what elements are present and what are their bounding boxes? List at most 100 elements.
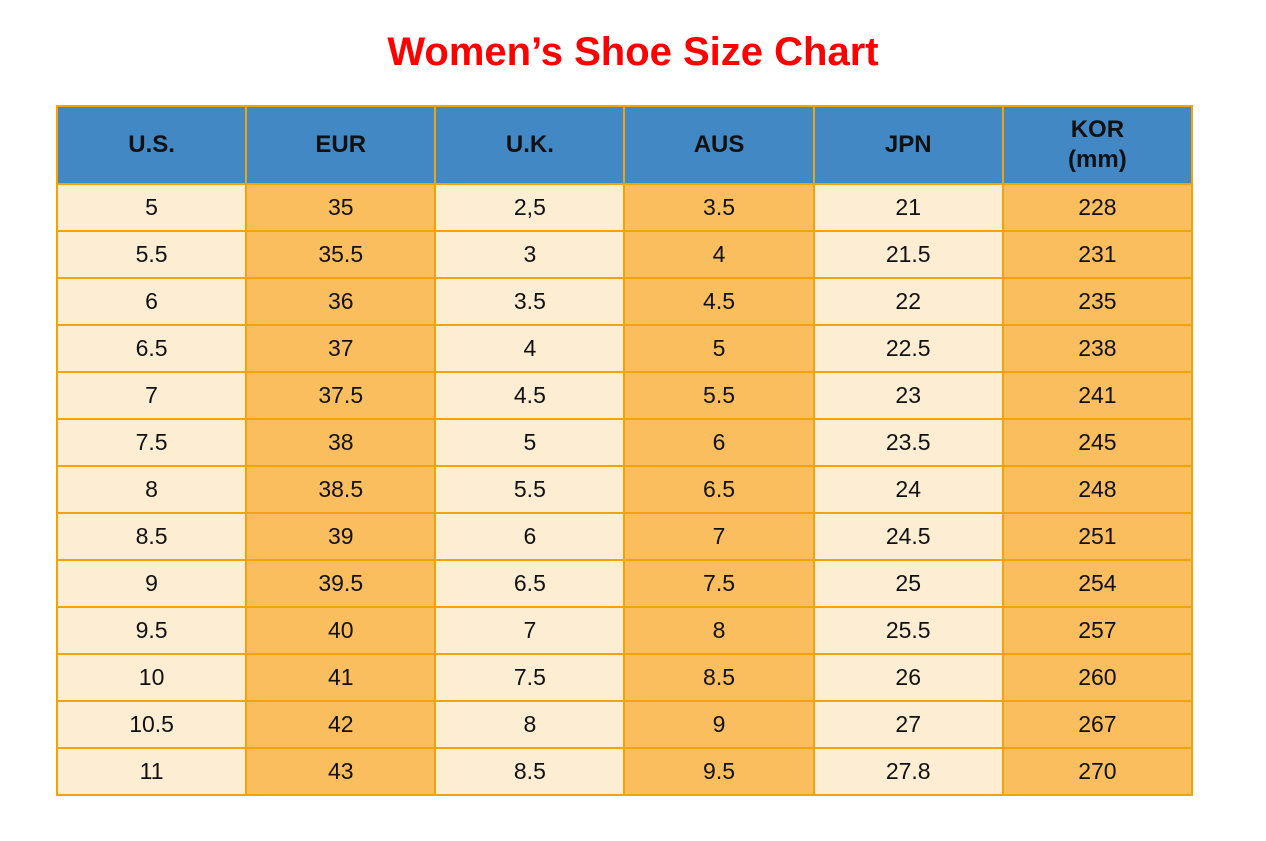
cell-eur: 42 bbox=[245, 700, 437, 749]
column-header-aus: AUS bbox=[623, 105, 815, 185]
cell-us: 5.5 bbox=[55, 230, 248, 279]
cell-jpn: 27.8 bbox=[812, 747, 1004, 796]
cell-kor: 254 bbox=[1001, 559, 1194, 608]
cell-jpn: 21 bbox=[812, 183, 1004, 232]
cell-jpn: 24.5 bbox=[812, 512, 1004, 561]
cell-jpn: 23 bbox=[812, 371, 1004, 420]
cell-aus: 5.5 bbox=[623, 371, 815, 420]
table-row: 9.5 40 7 8 25.5 257 bbox=[55, 606, 1194, 655]
table-row: 5 35 2,5 3.5 21 228 bbox=[55, 183, 1194, 232]
cell-jpn: 22 bbox=[812, 277, 1004, 326]
column-header-label: JPN bbox=[884, 131, 932, 158]
column-header-kor: KOR (mm) bbox=[1001, 105, 1194, 185]
shoe-size-table: U.S. EUR U.K. AUS JPN KOR (mm) 5 35 2,5 3.5 21 228 5… bbox=[55, 105, 1194, 796]
cell-us: 8 bbox=[55, 465, 248, 514]
table-header: U.S. EUR U.K. AUS JPN KOR (mm) bbox=[55, 105, 1194, 185]
cell-kor: 257 bbox=[1001, 606, 1194, 655]
cell-eur: 37.5 bbox=[245, 371, 437, 420]
table-row: 10 41 7.5 8.5 26 260 bbox=[55, 653, 1194, 702]
cell-uk: 4.5 bbox=[434, 371, 626, 420]
table-row: 8 38.5 5.5 6.5 24 248 bbox=[55, 465, 1194, 514]
cell-aus: 9.5 bbox=[623, 747, 815, 796]
cell-uk: 6 bbox=[434, 512, 626, 561]
table-row: 11 43 8.5 9.5 27.8 270 bbox=[55, 747, 1194, 796]
page-title: Women’s Shoe Size Chart bbox=[387, 30, 879, 74]
cell-eur: 43 bbox=[245, 747, 437, 796]
cell-jpn: 25 bbox=[812, 559, 1004, 608]
column-header-jpn: JPN bbox=[812, 105, 1004, 185]
column-header-uk: U.K. bbox=[434, 105, 626, 185]
cell-kor: 260 bbox=[1001, 653, 1194, 702]
cell-us: 9 bbox=[55, 559, 248, 608]
cell-us: 9.5 bbox=[55, 606, 248, 655]
cell-kor: 267 bbox=[1001, 700, 1194, 749]
cell-eur: 36 bbox=[245, 277, 437, 326]
column-header-label: U.S. bbox=[128, 131, 175, 158]
cell-uk: 8 bbox=[434, 700, 626, 749]
cell-jpn: 26 bbox=[812, 653, 1004, 702]
cell-uk: 3.5 bbox=[434, 277, 626, 326]
cell-kor: 270 bbox=[1001, 747, 1194, 796]
cell-uk: 3 bbox=[434, 230, 626, 279]
cell-jpn: 24 bbox=[812, 465, 1004, 514]
header-row: U.S. EUR U.K. AUS JPN KOR (mm) bbox=[55, 105, 1194, 185]
cell-us: 10 bbox=[55, 653, 248, 702]
table-body: 5 35 2,5 3.5 21 228 5.5 35.5 3 4 21.5 231 6 36 3.5 4.5 2… bbox=[55, 183, 1194, 796]
cell-uk: 4 bbox=[434, 324, 626, 373]
cell-us: 6 bbox=[55, 277, 248, 326]
cell-us: 7.5 bbox=[55, 418, 248, 467]
cell-jpn: 22.5 bbox=[812, 324, 1004, 373]
column-header-sublabel: (mm) bbox=[1068, 146, 1127, 173]
cell-us: 11 bbox=[55, 747, 248, 796]
cell-eur: 35.5 bbox=[245, 230, 437, 279]
cell-aus: 7 bbox=[623, 512, 815, 561]
cell-aus: 4.5 bbox=[623, 277, 815, 326]
cell-eur: 39 bbox=[245, 512, 437, 561]
column-header-label: U.K. bbox=[505, 131, 554, 158]
cell-jpn: 25.5 bbox=[812, 606, 1004, 655]
table-row: 9 39.5 6.5 7.5 25 254 bbox=[55, 559, 1194, 608]
cell-aus: 6 bbox=[623, 418, 815, 467]
cell-kor: 238 bbox=[1001, 324, 1194, 373]
cell-aus: 4 bbox=[623, 230, 815, 279]
cell-jpn: 23.5 bbox=[812, 418, 1004, 467]
cell-us: 7 bbox=[55, 371, 248, 420]
cell-eur: 38.5 bbox=[245, 465, 437, 514]
cell-us: 5 bbox=[55, 183, 248, 232]
column-header-eur: EUR bbox=[245, 105, 437, 185]
cell-uk: 5 bbox=[434, 418, 626, 467]
cell-aus: 6.5 bbox=[623, 465, 815, 514]
cell-jpn: 21.5 bbox=[812, 230, 1004, 279]
cell-us: 6.5 bbox=[55, 324, 248, 373]
cell-eur: 41 bbox=[245, 653, 437, 702]
cell-aus: 8 bbox=[623, 606, 815, 655]
cell-kor: 241 bbox=[1001, 371, 1194, 420]
cell-kor: 251 bbox=[1001, 512, 1194, 561]
cell-aus: 3.5 bbox=[623, 183, 815, 232]
table-row: 10.5 42 8 9 27 267 bbox=[55, 700, 1194, 749]
table-row: 7 37.5 4.5 5.5 23 241 bbox=[55, 371, 1194, 420]
cell-kor: 231 bbox=[1001, 230, 1194, 279]
cell-eur: 37 bbox=[245, 324, 437, 373]
cell-uk: 5.5 bbox=[434, 465, 626, 514]
column-header-us: U.S. bbox=[55, 105, 248, 185]
table-row: 7.5 38 5 6 23.5 245 bbox=[55, 418, 1194, 467]
cell-uk: 8.5 bbox=[434, 747, 626, 796]
cell-aus: 5 bbox=[623, 324, 815, 373]
table-row: 6.5 37 4 5 22.5 238 bbox=[55, 324, 1194, 373]
cell-eur: 39.5 bbox=[245, 559, 437, 608]
table-row: 5.5 35.5 3 4 21.5 231 bbox=[55, 230, 1194, 279]
cell-aus: 7.5 bbox=[623, 559, 815, 608]
cell-uk: 6.5 bbox=[434, 559, 626, 608]
cell-uk: 7.5 bbox=[434, 653, 626, 702]
cell-kor: 235 bbox=[1001, 277, 1194, 326]
table-row: 8.5 39 6 7 24.5 251 bbox=[55, 512, 1194, 561]
cell-us: 8.5 bbox=[55, 512, 248, 561]
cell-aus: 9 bbox=[623, 700, 815, 749]
cell-eur: 35 bbox=[245, 183, 437, 232]
cell-kor: 245 bbox=[1001, 418, 1194, 467]
column-header-label: EUR bbox=[315, 131, 367, 158]
cell-kor: 228 bbox=[1001, 183, 1194, 232]
cell-aus: 8.5 bbox=[623, 653, 815, 702]
column-header-label: KOR bbox=[1070, 116, 1125, 143]
